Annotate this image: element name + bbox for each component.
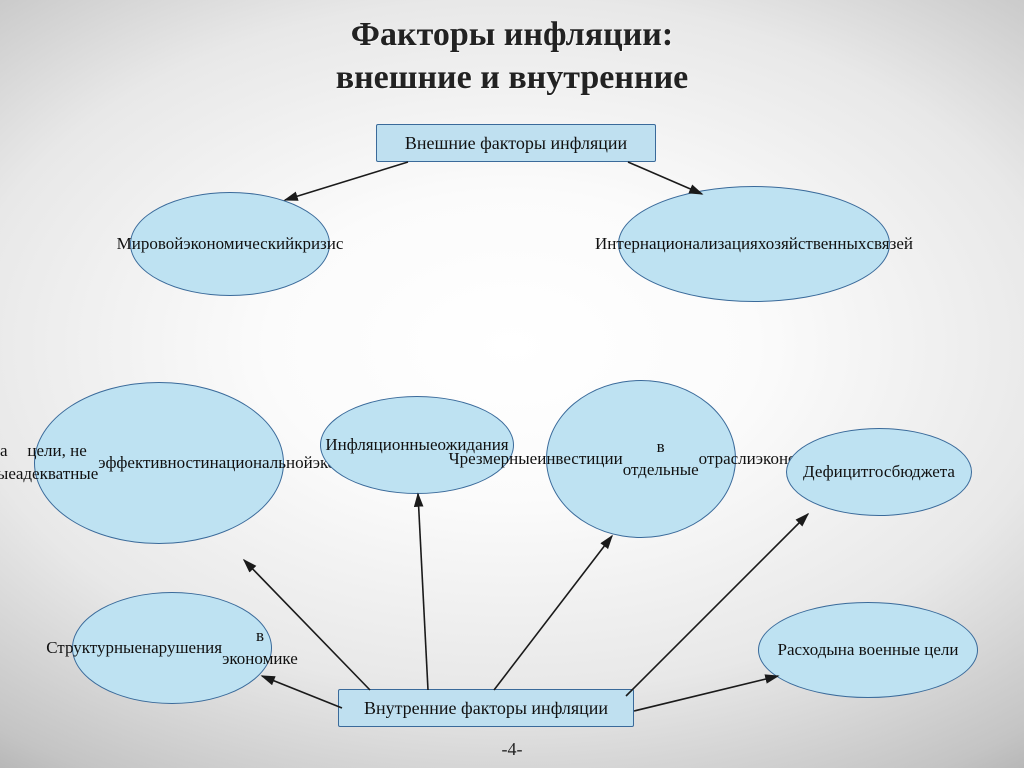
slide: Факторы инфляции: внешние и внутренние В… — [0, 0, 1024, 768]
node-inflation-expectations: Инфляционныеожидания — [320, 396, 514, 494]
external-factors-header: Внешние факторы инфляции — [376, 124, 656, 162]
node-crisis: Мировойэкономическийкризис — [130, 192, 330, 296]
slide-title: Факторы инфляции: внешние и внутренние — [0, 14, 1024, 99]
node-internationalization: Интернационализацияхозяйственныхсвязей — [618, 186, 890, 302]
arrow — [494, 536, 612, 690]
page-number: -4- — [0, 739, 1024, 760]
arrow — [634, 676, 778, 711]
arrow — [628, 162, 702, 194]
external-header-text: Внешние факторы инфляции — [405, 131, 627, 155]
arrow — [418, 494, 428, 690]
internal-header-text: Внутренние факторы инфляции — [364, 696, 608, 720]
node-military-spending: Расходына военные цели — [758, 602, 978, 698]
node-budget-deficit: Дефицитгосбюджета — [786, 428, 972, 516]
title-line2: внешние и внутренние — [336, 59, 689, 96]
arrow — [262, 676, 342, 708]
node-investments: Чрезмерныеинвестициив отдельныеотраслиэк… — [546, 380, 736, 538]
node-social-spending: Расход на социальныецели, не адекватныеэ… — [34, 382, 284, 544]
arrow — [285, 162, 408, 200]
internal-factors-header: Внутренние факторы инфляции — [338, 689, 634, 727]
node-structural: Структурныенарушенияв экономике — [72, 592, 272, 704]
title-line1: Факторы инфляции: — [351, 16, 673, 53]
